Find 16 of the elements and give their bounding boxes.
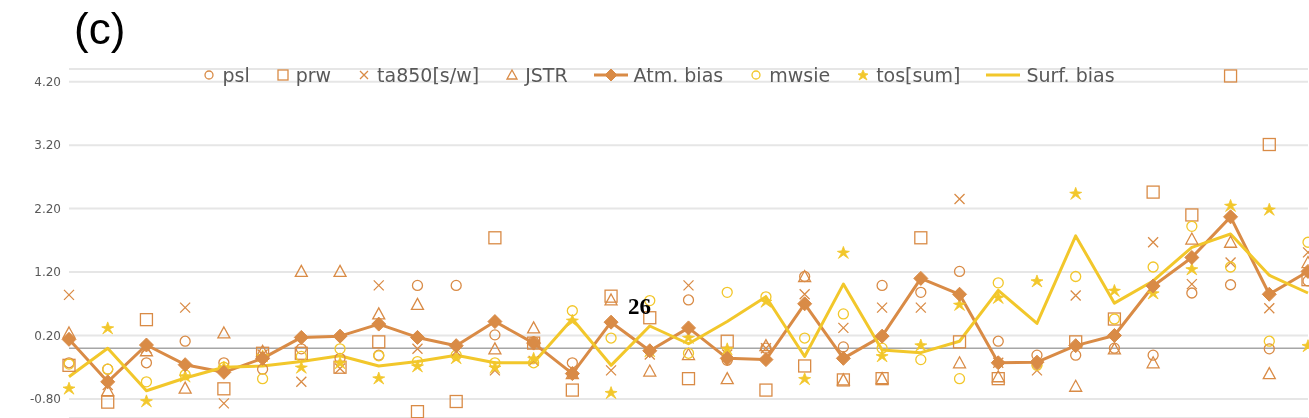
legend-label: prw [295,64,332,86]
annotation: 26 [628,294,651,320]
y-tick-label: 1.20 [34,265,61,280]
legend-label: Surf. bias [1026,64,1115,86]
y-tick-label: 4.20 [34,74,61,89]
legend-label: JSTR [525,64,568,86]
legend-label: ta850[s/w] [377,64,480,86]
y-tick-label: 2.20 [34,201,61,216]
chart-title: (c) [74,4,126,54]
y-tick-label: 3.20 [34,138,61,153]
y-tick-label: 0.20 [34,328,61,343]
legend-label: mwsie [769,64,831,86]
y-tick-label: -0.80 [29,392,61,407]
legend-label: psl [222,64,250,86]
legend-label: Atm. bias [633,64,724,86]
legend-label: tos[sum] [876,64,961,86]
